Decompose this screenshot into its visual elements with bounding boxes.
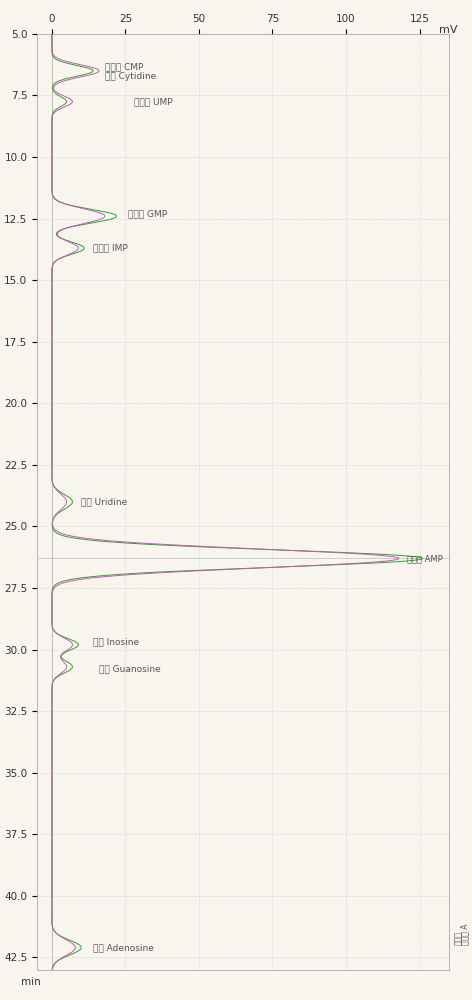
Text: 肌苷酸 IMP: 肌苷酸 IMP: [93, 244, 128, 253]
Text: 标准品: 标准品: [454, 931, 464, 945]
Text: 胞苷酸 CMP: 胞苷酸 CMP: [105, 63, 143, 72]
Text: 尿苷酸 UMP: 尿苷酸 UMP: [134, 97, 173, 106]
Text: 鸟苷酸 GMP: 鸟苷酸 GMP: [128, 209, 168, 218]
Text: 腐苷酸 AMP: 腐苷酸 AMP: [407, 554, 443, 563]
Text: 鸟苷 Guanosine: 鸟苷 Guanosine: [99, 665, 160, 674]
Text: 肌苷 Inosine: 肌苷 Inosine: [93, 638, 139, 647]
Text: 胞苷 Cytidine: 胞苷 Cytidine: [105, 72, 156, 81]
Text: mV: mV: [439, 25, 458, 35]
Text: 尿苷 Uridine: 尿苷 Uridine: [81, 497, 127, 506]
Text: 腐苷酸 A: 腐苷酸 A: [460, 924, 470, 945]
Text: 腐苷 Adenosine: 腐苷 Adenosine: [93, 943, 154, 952]
Text: min: min: [21, 977, 41, 987]
